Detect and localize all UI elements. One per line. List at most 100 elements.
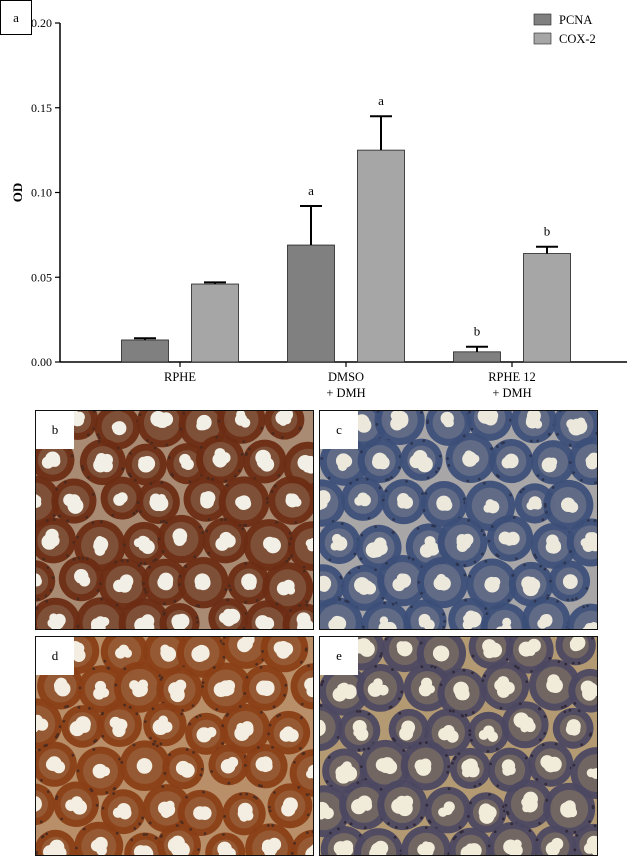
nucleus: [160, 834, 163, 838]
nucleus: [155, 744, 159, 748]
goblet-cell: [320, 719, 325, 729]
nucleus: [222, 833, 225, 836]
goblet-cell: [397, 641, 413, 657]
nucleus: [275, 520, 279, 524]
nucleus: [473, 560, 477, 564]
nucleus: [272, 705, 276, 709]
goblet-cell: [174, 679, 187, 692]
goblet-cell: [279, 411, 294, 422]
nucleus: [82, 827, 86, 831]
nucleus: [60, 817, 64, 821]
nucleus: [74, 846, 78, 850]
goblet-cell: [331, 533, 343, 544]
nucleus: [447, 765, 451, 769]
nucleus: [355, 478, 359, 482]
crypt-epithelium: [36, 482, 54, 521]
nucleus: [66, 554, 69, 558]
nucleus: [528, 829, 532, 833]
goblet-cell: [255, 449, 271, 466]
nucleus: [260, 784, 264, 788]
nucleus: [101, 711, 105, 715]
goblet-cell: [165, 800, 175, 810]
nucleus: [283, 693, 286, 697]
nucleus: [512, 516, 516, 519]
nucleus: [582, 605, 586, 609]
nucleus: [320, 457, 324, 460]
nucleus: [132, 512, 136, 516]
nucleus: [487, 539, 491, 543]
goblet-cell: [237, 802, 253, 818]
nucleus: [536, 474, 540, 478]
nucleus: [132, 743, 136, 747]
nucleus: [588, 733, 592, 737]
nucleus: [223, 815, 227, 818]
nucleus: [307, 664, 310, 668]
goblet-cell: [512, 839, 522, 849]
nucleus: [148, 821, 152, 825]
nucleus: [148, 565, 152, 569]
nucleus: [468, 411, 472, 414]
nucleus: [349, 481, 353, 485]
nucleus: [400, 690, 404, 694]
micrograph-d-image: [36, 637, 313, 855]
nucleus: [105, 791, 109, 794]
goblet-cell: [264, 618, 273, 628]
nucleus: [462, 434, 466, 438]
goblet-cell: [396, 573, 407, 583]
goblet-cell: [380, 757, 395, 772]
nucleus: [54, 797, 58, 801]
nucleus: [150, 441, 154, 445]
goblet-cell: [241, 721, 254, 734]
nucleus: [506, 812, 510, 816]
nucleus: [185, 748, 189, 752]
goblet-cell: [70, 796, 83, 809]
legend-label: COX-2: [559, 32, 596, 46]
goblet-cell: [116, 492, 128, 504]
nucleus: [535, 777, 539, 781]
nucleus: [457, 752, 461, 756]
nucleus: [405, 826, 409, 830]
nucleus: [153, 446, 157, 450]
nucleus: [290, 554, 294, 558]
nucleus: [265, 497, 269, 501]
nucleus: [568, 443, 572, 447]
nucleus: [466, 479, 470, 483]
nucleus: [143, 561, 147, 565]
nucleus: [278, 713, 282, 717]
nucleus: [92, 411, 96, 413]
nucleus: [196, 620, 199, 624]
nucleus: [467, 519, 471, 522]
nucleus: [215, 707, 219, 711]
panel-d-label: d: [36, 637, 74, 675]
goblet-cell: [263, 536, 277, 551]
goblet-cell: [45, 451, 61, 467]
bar-cox-2-1: [357, 149, 405, 363]
goblet-cell: [172, 528, 188, 544]
nucleus: [188, 722, 192, 726]
nucleus: [66, 519, 70, 523]
nucleus: [367, 712, 371, 716]
nucleus: [136, 501, 140, 504]
nucleus: [211, 477, 214, 481]
goblet-cell: [392, 411, 409, 427]
nucleus: [157, 537, 161, 541]
goblet-cell: [422, 841, 435, 854]
nucleus: [523, 563, 526, 567]
goblet-cell: [436, 495, 452, 511]
nucleus: [346, 600, 350, 604]
nucleus: [195, 715, 199, 719]
goblet-cell: [320, 805, 330, 816]
nucleus: [220, 518, 223, 522]
nucleus: [299, 660, 303, 664]
nucleus: [356, 781, 360, 785]
nucleus: [458, 826, 462, 829]
nucleus: [36, 606, 39, 610]
nucleus: [327, 476, 331, 480]
nucleus: [123, 543, 126, 547]
nucleus: [329, 831, 332, 835]
goblet-cell: [330, 542, 340, 551]
goblet-cell: [401, 795, 414, 808]
nucleus: [530, 754, 534, 758]
nucleus: [514, 664, 518, 668]
nucleus: [348, 571, 351, 575]
